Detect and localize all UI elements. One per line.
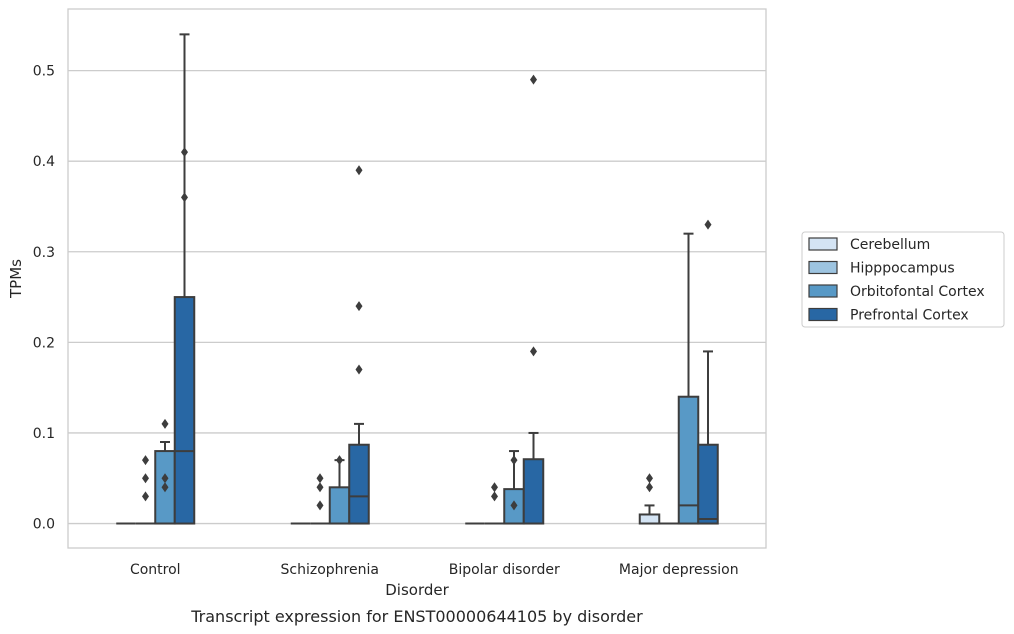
outlier-marker [704, 219, 712, 230]
plot-frame [67, 8, 767, 549]
legend-swatch [808, 284, 838, 298]
outlier-marker [316, 500, 324, 511]
legend-swatch [808, 307, 838, 322]
outlier-marker [355, 364, 363, 375]
legend-frame [801, 231, 1005, 328]
outlier-marker [161, 473, 169, 484]
box-body [697, 443, 719, 525]
y-axis-label: TPMs [7, 259, 25, 299]
outlier-marker [161, 482, 169, 493]
y-tick-label: 0.4 [33, 154, 55, 170]
legend-entry-label: Prefrontal Cortex [850, 308, 969, 324]
box-body [522, 458, 545, 525]
box-group [677, 232, 700, 525]
x-tick-label: Bipolar disorder [449, 562, 560, 578]
y-tick-label: 0.5 [33, 64, 55, 80]
outlier-marker [646, 482, 653, 493]
legend: Cerebellum Hipppocampus Orbitofontal Corte… [801, 231, 1005, 328]
box-body [348, 443, 370, 525]
box-body [638, 513, 661, 525]
outlier-marker [491, 491, 498, 502]
outlier-marker [336, 455, 343, 466]
box-body [328, 486, 351, 525]
outlier-marker [355, 301, 363, 312]
outlier-marker [530, 346, 537, 357]
outlier-marker [142, 473, 149, 484]
box-group [697, 219, 719, 525]
box-group [135, 455, 156, 525]
box-group [310, 473, 330, 525]
y-tick-label: 0.1 [33, 426, 55, 442]
x-tick-label: Schizophrenia [281, 562, 379, 578]
outlier-marker [510, 500, 518, 511]
box-group [503, 450, 525, 525]
box-group [328, 455, 351, 525]
legend-swatch [808, 237, 838, 251]
chart-caption: Transcript expression for ENST0000064410… [190, 607, 643, 626]
outlier-marker [316, 482, 324, 493]
box-group [522, 74, 545, 525]
box-group [348, 165, 370, 525]
outlier-marker [491, 482, 498, 493]
outlier-marker [181, 147, 188, 158]
legend-entry-label: Hipppocampus [850, 261, 955, 277]
outlier-marker [510, 455, 518, 466]
box-group [638, 473, 661, 525]
x-tick-label: Control [130, 562, 181, 578]
x-axis-label: Disorder [385, 581, 449, 599]
legend-swatch [808, 260, 838, 275]
outlier-marker [142, 455, 149, 466]
outlier-marker [355, 165, 363, 176]
y-axis-ticks: 0.0 0.1 0.2 0.3 0.4 0.5 [33, 64, 55, 533]
legend-entry-label: Orbitofontal Cortex [850, 284, 985, 300]
outlier-marker [530, 74, 537, 85]
x-axis-ticks: Control Schizophrenia Bipolar disorder Majo… [130, 562, 739, 578]
y-tick-label: 0.2 [33, 335, 55, 351]
box-group [484, 482, 505, 525]
x-tick-label: Major depression [619, 562, 739, 578]
y-tick-label: 0.3 [33, 245, 55, 261]
box-body [173, 296, 196, 525]
y-tick-label: 0.0 [33, 517, 55, 533]
outlier-marker [142, 491, 149, 502]
outlier-marker [646, 473, 653, 484]
outlier-marker [316, 473, 324, 484]
legend-entry-label: Cerebellum [850, 237, 930, 253]
box-plot-series [116, 33, 719, 525]
box-group [173, 33, 196, 525]
box-group [154, 418, 176, 525]
outlier-marker [181, 192, 188, 203]
outlier-marker [161, 418, 169, 429]
